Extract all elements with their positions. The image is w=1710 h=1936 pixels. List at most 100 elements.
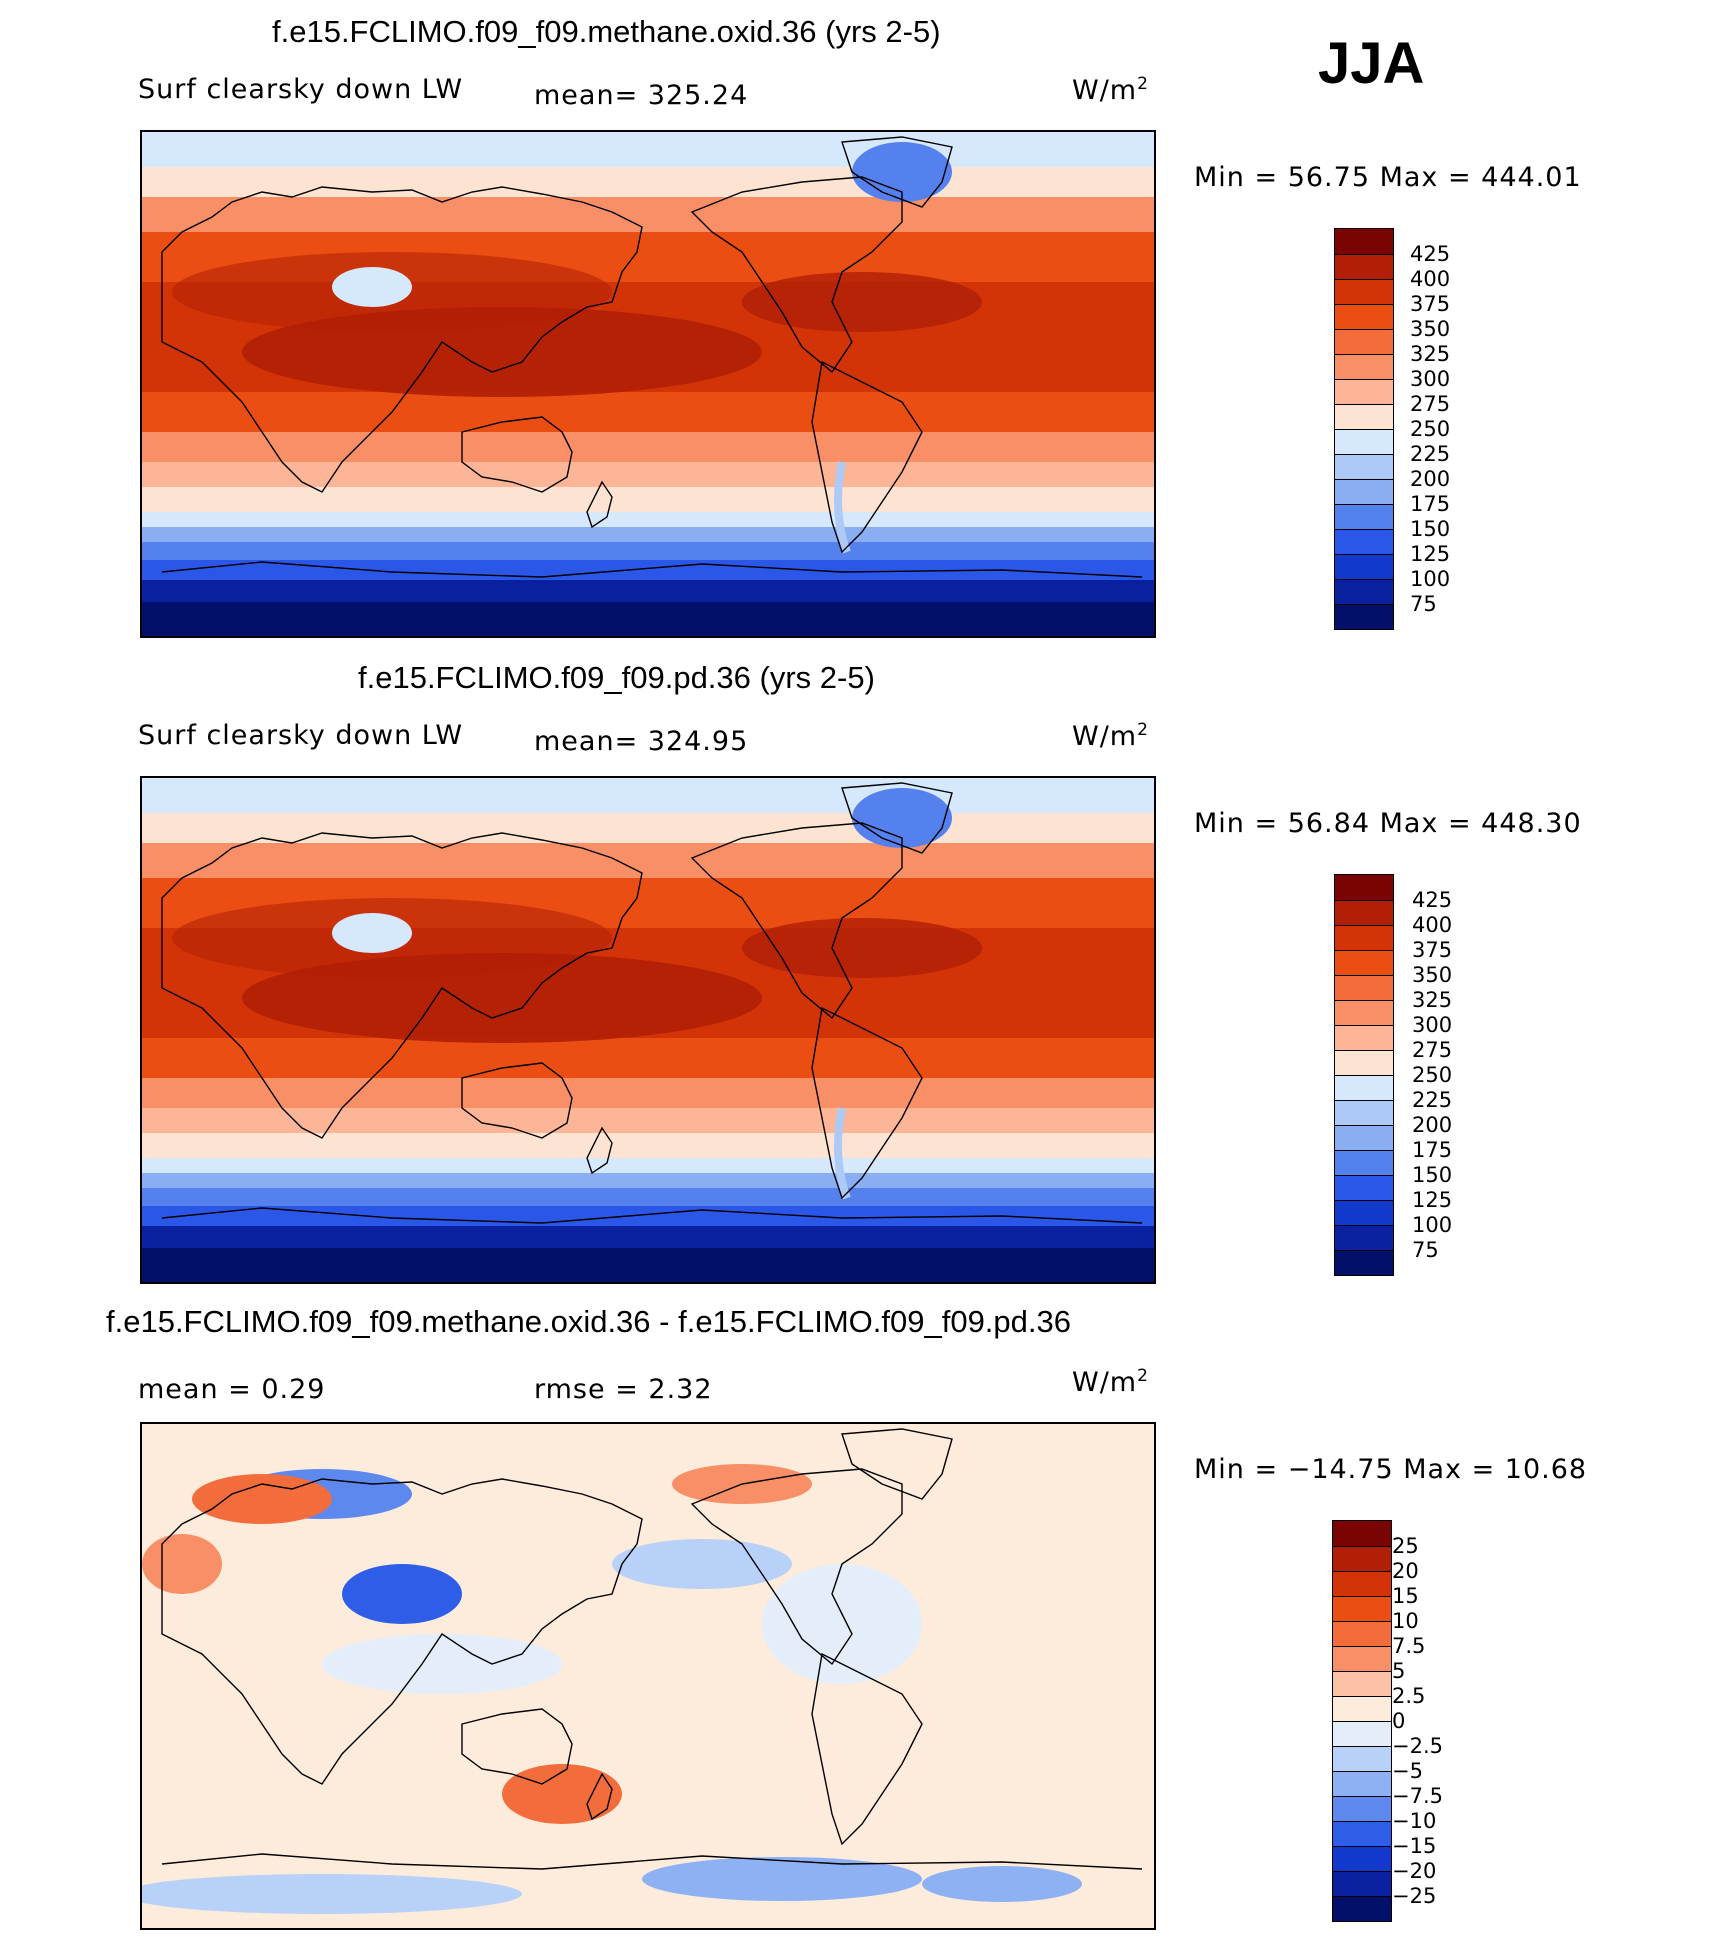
colorbar-label: 325 [1412, 988, 1453, 1012]
panel3-mean: mean = 0.29 [138, 1374, 326, 1405]
colorbar-swatch [1335, 1225, 1393, 1250]
zonal-band [142, 1206, 1154, 1226]
colorbar-label: 2.5 [1392, 1684, 1426, 1708]
anomaly-blob [342, 1564, 462, 1624]
coastline [461, 1062, 573, 1139]
colorbar-label: −25 [1392, 1884, 1437, 1908]
colorbar-label: 100 [1412, 1213, 1453, 1237]
colorbar-swatch [1335, 950, 1393, 975]
colorbar-label: −10 [1392, 1809, 1437, 1833]
coastline [811, 1652, 923, 1846]
colorbar-label: 275 [1410, 392, 1451, 416]
anomaly-blob [922, 1866, 1082, 1902]
coastline [586, 1126, 613, 1175]
colorbar-label: 325 [1410, 342, 1451, 366]
tibet-cold [332, 913, 412, 953]
colorbar-swatch [1335, 1125, 1393, 1150]
colorbar-box [1332, 1520, 1392, 1922]
anomaly-blob [322, 1634, 562, 1694]
colorbar-swatch [1335, 279, 1393, 304]
andes-cold [834, 1107, 851, 1200]
colorbar-label: 350 [1412, 963, 1453, 987]
warm-region [742, 918, 982, 978]
anomaly-blob [142, 1534, 222, 1594]
colorbar-swatch [1333, 1771, 1391, 1796]
colorbar-swatch [1333, 1871, 1391, 1896]
panel1-units: W/m2 [1072, 74, 1149, 106]
anomaly-blob [642, 1857, 922, 1901]
colorbar-swatch [1335, 900, 1393, 925]
colorbar-swatch [1335, 329, 1393, 354]
zonal-band [142, 560, 1154, 580]
colorbar-swatch [1335, 504, 1393, 529]
anomaly-blob [502, 1764, 622, 1824]
zonal-band [142, 580, 1154, 602]
colorbar-label: 200 [1410, 467, 1451, 491]
zonal-band [142, 1133, 1154, 1158]
colorbar-swatch [1335, 379, 1393, 404]
zonal-band [142, 1108, 1154, 1133]
colorbar-label: 300 [1412, 1013, 1453, 1037]
colorbar-swatch [1335, 1000, 1393, 1025]
panel3-rmse: rmse = 2.32 [534, 1374, 713, 1405]
colorbar-label: −15 [1392, 1834, 1437, 1858]
colorbar-label: 25 [1392, 1534, 1419, 1558]
colorbar-label: 250 [1412, 1063, 1453, 1087]
coastline [161, 1853, 1143, 1870]
panel3-units: W/m2 [1072, 1366, 1149, 1398]
zonal-band [142, 167, 1154, 197]
panel2-mean: mean= 324.95 [534, 726, 749, 757]
zonal-band [142, 602, 1154, 636]
colorbar-label: 175 [1410, 492, 1451, 516]
colorbar-swatch [1335, 1150, 1393, 1175]
coastline [841, 782, 953, 854]
colorbar-swatch [1335, 1025, 1393, 1050]
zonal-band [142, 1158, 1154, 1173]
panel1-map [140, 130, 1156, 638]
colorbar-swatch [1335, 1075, 1393, 1100]
colorbar-label: 20 [1392, 1559, 1419, 1583]
colorbar-label: −2.5 [1392, 1734, 1443, 1758]
colorbar-label: −20 [1392, 1859, 1437, 1883]
colorbar-swatch [1335, 254, 1393, 279]
coastline [690, 176, 903, 374]
zonal-band [142, 542, 1154, 560]
coastline [586, 480, 613, 529]
panel2-title: f.e15.FCLIMO.f09_f09.pd.36 (yrs 2-5) [358, 660, 875, 695]
colorbar-label: 5 [1392, 1659, 1406, 1683]
coastline [461, 1708, 573, 1785]
colorbar-swatch [1333, 1821, 1391, 1846]
colorbar-swatch [1333, 1696, 1391, 1721]
warm-region [742, 272, 982, 332]
colorbar-swatch [1333, 1596, 1391, 1621]
zonal-band [142, 1078, 1154, 1108]
anomaly-blob [612, 1539, 792, 1589]
coastline [461, 416, 573, 493]
colorbar-swatch [1335, 1100, 1393, 1125]
zonal-band [142, 1226, 1154, 1248]
colorbar-label: 150 [1410, 517, 1451, 541]
colorbar-swatch [1333, 1746, 1391, 1771]
colorbar-swatch [1335, 479, 1393, 504]
colorbar-label: 425 [1410, 242, 1451, 266]
coastline [841, 1428, 953, 1500]
colorbar-swatch [1335, 404, 1393, 429]
coastline [690, 1468, 903, 1666]
colorbar-swatch [1335, 604, 1393, 629]
colorbar-label: 10 [1392, 1609, 1419, 1633]
colorbar-label: 350 [1410, 317, 1451, 341]
colorbar-swatch [1335, 554, 1393, 579]
coastline [161, 1207, 1143, 1224]
colorbar-label: 250 [1410, 417, 1451, 441]
zonal-band [142, 197, 1154, 232]
colorbar-swatch [1335, 529, 1393, 554]
colorbar-swatch [1333, 1671, 1391, 1696]
colorbar-swatch [1333, 1546, 1391, 1571]
anomaly-blob [192, 1474, 332, 1524]
coastline [161, 1478, 643, 1785]
colorbar-swatch [1333, 1646, 1391, 1671]
colorbar-label: 175 [1412, 1138, 1453, 1162]
colorbar-label: 100 [1410, 567, 1451, 591]
colorbar-label: 125 [1410, 542, 1451, 566]
colorbar-swatch [1335, 875, 1393, 900]
